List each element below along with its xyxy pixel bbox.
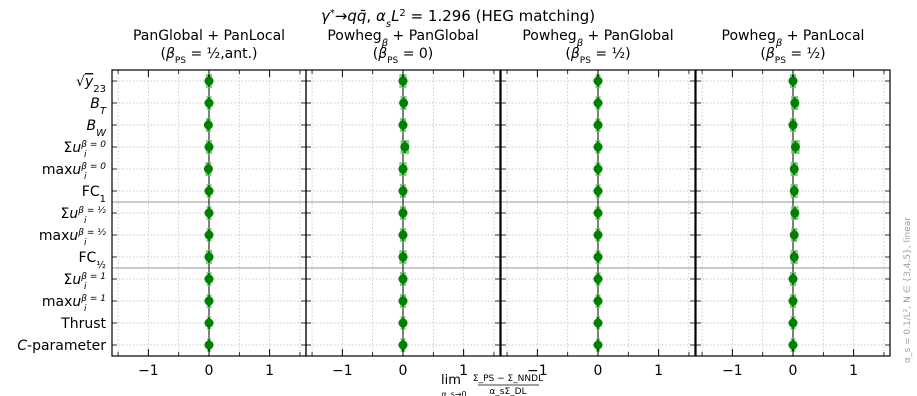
y-tick-label: Thrust <box>60 316 106 332</box>
data-point <box>788 76 798 86</box>
x-tick-label: 0 <box>789 363 798 379</box>
data-point <box>204 230 214 240</box>
data-point <box>204 98 214 108</box>
x-tick-label: 1 <box>265 363 274 379</box>
data-point <box>204 340 214 350</box>
data-point <box>593 230 603 240</box>
data-point <box>788 296 798 306</box>
data-point <box>398 274 408 284</box>
data-point <box>788 274 798 284</box>
data-point <box>204 142 214 152</box>
data-point <box>789 164 799 174</box>
data-point <box>204 186 214 196</box>
data-point <box>593 252 603 262</box>
panel-title: Powhegβ + PanLocal <box>722 28 865 49</box>
data-point <box>788 318 798 328</box>
y-tick-label: BT <box>90 96 107 117</box>
data-point <box>398 186 408 196</box>
data-point <box>398 120 408 130</box>
data-point <box>790 142 800 152</box>
data-point <box>593 208 603 218</box>
data-point <box>593 76 603 86</box>
x-tick-label: −1 <box>332 363 353 379</box>
data-point <box>398 340 408 350</box>
data-point <box>398 76 408 86</box>
x-tick-label: −1 <box>722 363 743 379</box>
data-point <box>203 164 213 174</box>
data-point <box>204 318 214 328</box>
panel-subtitle: (βPS = ½) <box>760 46 825 66</box>
data-point <box>593 164 603 174</box>
panel-4: Powhegβ + PanLocal(βPS = ½) −1 0 1 <box>695 28 891 379</box>
data-point <box>398 164 408 174</box>
data-point <box>399 98 409 108</box>
panel-subtitle: (βPS = ½,ant.) <box>160 46 257 66</box>
panel-title: Powhegβ + PanGlobal <box>522 28 673 49</box>
data-point <box>593 186 603 196</box>
data-point <box>398 208 408 218</box>
y-tick-label: C-parameter <box>17 338 106 354</box>
x-axis-label-lim: lim <box>441 373 461 388</box>
data-point <box>789 252 799 262</box>
data-point <box>204 274 214 284</box>
panel-3: Powhegβ + PanGlobal(βPS = ½) −1 0 1 <box>500 28 696 379</box>
x-axis-label-limit: α_s→0 <box>441 390 466 396</box>
data-point <box>203 120 213 130</box>
panel-title: PanGlobal + PanLocal <box>133 28 285 44</box>
x-tick-label: 1 <box>459 363 468 379</box>
data-point <box>790 208 800 218</box>
data-point <box>593 296 603 306</box>
panel-1: PanGlobal + PanLocal (βPS = ½,ant.) −1 0 1 <box>111 28 307 379</box>
y-tick-label: FC½ <box>78 250 106 271</box>
panel-2: Powhegβ + PanGlobal(βPS = 0) −1 0 1 <box>305 28 501 379</box>
side-note: α_s = 0.1/L², N ∈ {3,4,5}, linear <box>903 217 913 363</box>
data-point <box>204 76 214 86</box>
data-point <box>398 318 408 328</box>
data-point <box>593 274 603 284</box>
x-tick-label: 1 <box>654 363 663 379</box>
x-tick-label: 1 <box>849 363 858 379</box>
panel-title: Powhegβ + PanGlobal <box>327 28 478 49</box>
data-point <box>789 230 799 240</box>
data-point <box>398 252 408 262</box>
x-tick-label: −1 <box>138 363 159 379</box>
x-tick-label: 0 <box>205 363 214 379</box>
data-point <box>400 142 410 152</box>
data-point <box>204 252 214 262</box>
panel-subtitle: (βPS = 0) <box>373 46 434 66</box>
data-point <box>788 340 798 350</box>
x-tick-label: −1 <box>527 363 548 379</box>
data-point <box>398 230 408 240</box>
y-tick-label: √y23 <box>76 74 106 95</box>
data-point <box>788 120 798 130</box>
y-tick-label: FC1 <box>82 184 106 205</box>
data-point <box>789 186 799 196</box>
data-point <box>204 296 214 306</box>
data-point <box>593 318 603 328</box>
data-point <box>593 120 603 130</box>
panel-subtitle: (βPS = ½) <box>565 46 630 66</box>
chart-title: γ*→qq̄, αsL2 = 1.296 (HEG matching) <box>321 7 595 30</box>
x-axis-label-denominator: α_sΣ_DL <box>489 387 526 396</box>
x-tick-label: 0 <box>594 363 603 379</box>
x-axis-label-numerator: Σ_PS − Σ_NNDL <box>473 374 543 384</box>
x-tick-label: 0 <box>399 363 408 379</box>
data-point <box>204 208 214 218</box>
data-point <box>593 142 603 152</box>
data-point <box>790 98 800 108</box>
data-point <box>593 98 603 108</box>
data-point <box>398 296 408 306</box>
y-tick-label: BW <box>87 118 108 139</box>
data-point <box>593 340 603 350</box>
